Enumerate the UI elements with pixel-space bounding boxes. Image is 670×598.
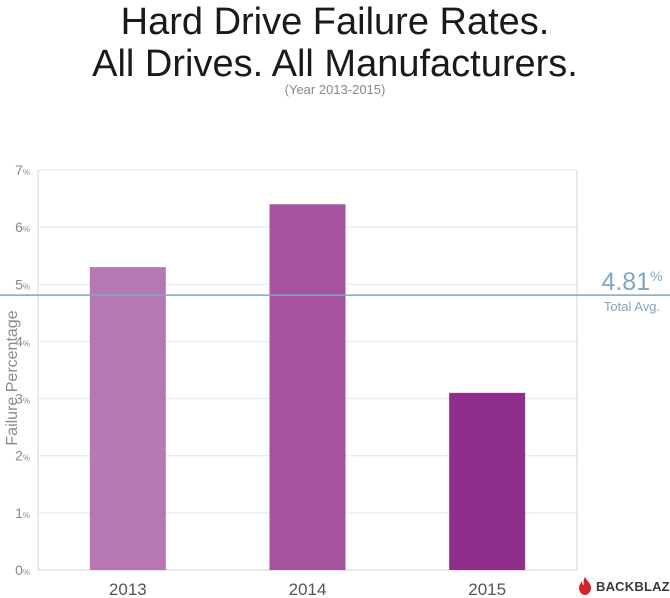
bar-2013 xyxy=(89,267,166,570)
chart-title-line1: Hard Drive Failure Rates. xyxy=(120,1,550,43)
bar-2015 xyxy=(449,392,526,570)
bar-2014 xyxy=(269,204,346,571)
x-tick-label-2015: 2015 xyxy=(468,580,506,598)
average-caption: Total Avg. xyxy=(604,299,660,314)
x-tick-label-2013: 2013 xyxy=(109,580,147,598)
backblaze-logo: BACKBLAZE xyxy=(578,576,670,596)
y-axis-title: Failure Percentage xyxy=(4,310,21,445)
average-value-label: 4.81% xyxy=(601,268,662,296)
y-tick-label-7: 7% xyxy=(15,162,30,178)
y-tick-label-4: 4% xyxy=(15,333,30,349)
chart-subtitle: (Year 2013-2015) xyxy=(284,82,386,97)
y-tick-label-2: 2% xyxy=(15,448,30,464)
logo-text: BACKBLAZE xyxy=(596,578,670,594)
y-tick-label-6: 6% xyxy=(15,219,30,235)
y-tick-label-0: 0% xyxy=(15,562,30,578)
chart-title-line2: All Drives. All Manufacturers. xyxy=(92,43,578,85)
y-tick-label-5: 5% xyxy=(15,276,30,292)
y-tick-label-3: 3% xyxy=(15,391,30,407)
y-tick-label-1: 1% xyxy=(15,505,30,521)
x-tick-label-2014: 2014 xyxy=(289,580,327,598)
flame-icon xyxy=(579,577,591,595)
